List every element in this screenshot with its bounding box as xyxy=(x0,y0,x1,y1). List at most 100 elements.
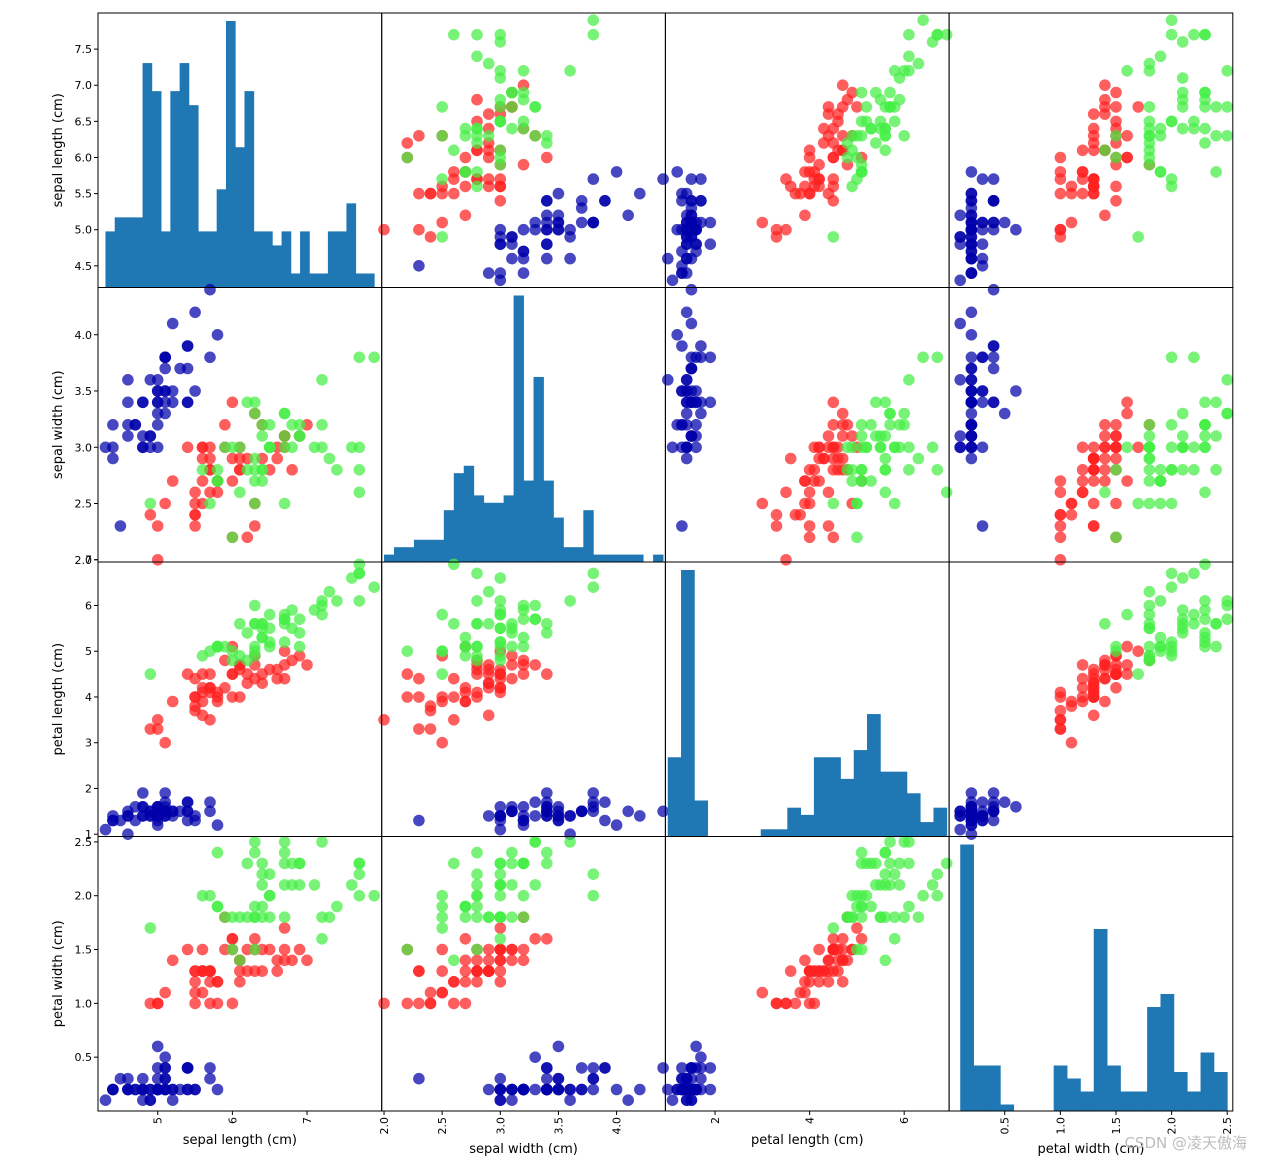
hist-bar xyxy=(1173,1072,1188,1111)
scatter-point xyxy=(657,805,669,818)
scatter-point xyxy=(494,976,507,988)
scatter-point xyxy=(448,166,460,178)
scatter-point xyxy=(541,195,553,207)
scatter-point xyxy=(1165,115,1178,128)
scatter-point xyxy=(471,976,483,988)
scatter-point xyxy=(695,173,707,185)
scatter-point xyxy=(122,1083,134,1096)
scatter-point xyxy=(517,943,530,956)
scatter-point xyxy=(1199,627,1211,639)
scatter-point xyxy=(1076,682,1089,694)
scatter-point xyxy=(827,922,840,934)
scatter-point xyxy=(219,911,231,923)
scatter-point xyxy=(1110,441,1122,454)
scatter-point xyxy=(870,857,882,870)
panel-2-3 xyxy=(948,558,1234,840)
scatter-point xyxy=(912,452,925,465)
scatter-point xyxy=(1176,572,1189,584)
scatter-point xyxy=(1087,173,1100,185)
x-tick-label: 4.0 xyxy=(611,1117,624,1135)
scatter-point xyxy=(482,267,495,279)
scatter-point xyxy=(122,810,134,822)
scatter-point xyxy=(794,986,806,999)
scatter-point xyxy=(813,976,825,988)
scatter-point xyxy=(690,385,702,397)
scatter-point xyxy=(241,677,254,689)
scatter-point xyxy=(879,396,892,409)
scatter-point xyxy=(219,419,231,431)
scatter-point xyxy=(1199,396,1211,409)
hist-bar xyxy=(681,570,695,837)
scatter-point xyxy=(471,595,483,607)
scatter-point xyxy=(976,173,989,185)
scatter-point xyxy=(1165,28,1178,41)
scatter-point xyxy=(196,943,209,956)
scatter-point xyxy=(1132,441,1144,454)
hist-bar xyxy=(393,547,405,562)
scatter-point xyxy=(822,954,835,967)
scatter-point xyxy=(353,486,366,499)
scatter-point xyxy=(954,231,966,243)
scatter-point xyxy=(884,101,896,113)
scatter-point xyxy=(529,810,541,822)
scatter-point xyxy=(1143,65,1156,77)
scatter-point xyxy=(1087,520,1100,532)
scatter-point xyxy=(424,231,437,243)
scatter-point xyxy=(855,419,868,431)
scatter-point xyxy=(506,101,518,113)
scatter-point xyxy=(494,879,507,891)
scatter-point xyxy=(529,599,541,612)
scatter-point xyxy=(987,216,1000,229)
scatter-point xyxy=(471,868,483,880)
scatter-point xyxy=(413,223,425,236)
scatter-point xyxy=(494,173,507,185)
hist-bar xyxy=(413,539,425,562)
hist-bar xyxy=(503,495,514,562)
scatter-point xyxy=(1165,581,1178,593)
scatter-point xyxy=(189,509,201,521)
scatter-point xyxy=(189,691,201,703)
scatter-point xyxy=(541,1072,553,1085)
scatter-point xyxy=(1065,216,1078,229)
scatter-point xyxy=(249,836,261,848)
scatter-point xyxy=(517,889,530,902)
scatter-point xyxy=(506,618,518,630)
scatter-point xyxy=(965,166,978,178)
scatter-point xyxy=(1110,640,1122,653)
y-tick-label: 5.0 xyxy=(75,224,93,237)
scatter-point xyxy=(159,396,171,409)
scatter-point xyxy=(517,65,530,77)
scatter-point xyxy=(1010,223,1022,236)
scatter-point xyxy=(1154,595,1167,607)
scatter-point xyxy=(1110,682,1122,694)
scatter-point xyxy=(424,704,437,717)
hist-bar xyxy=(813,757,828,837)
scatter-point xyxy=(529,836,541,848)
scatter-point xyxy=(1199,430,1211,442)
scatter-point xyxy=(808,997,821,1010)
scatter-point xyxy=(564,1083,576,1096)
scatter-point xyxy=(196,889,209,902)
scatter-point xyxy=(144,497,157,510)
scatter-point xyxy=(263,608,276,621)
y-tick-label: 2.5 xyxy=(75,836,93,849)
scatter-point xyxy=(448,618,460,630)
scatter-point xyxy=(1076,187,1089,200)
scatter-point xyxy=(159,986,171,999)
scatter-point xyxy=(471,93,483,106)
scatter-point xyxy=(471,567,483,580)
scatter-point xyxy=(256,868,269,880)
scatter-point xyxy=(506,911,518,923)
scatter-point xyxy=(685,1062,698,1074)
scatter-point xyxy=(1065,497,1078,510)
scatter-point xyxy=(1188,608,1200,621)
hist-bar xyxy=(1120,1091,1135,1111)
scatter-point xyxy=(541,252,553,265)
scatter-point xyxy=(1154,645,1167,657)
scatter-point xyxy=(241,857,254,870)
scatter-point xyxy=(278,613,291,625)
scatter-point xyxy=(1110,180,1122,193)
scatter-point xyxy=(599,1062,611,1074)
scatter-point xyxy=(196,464,209,476)
